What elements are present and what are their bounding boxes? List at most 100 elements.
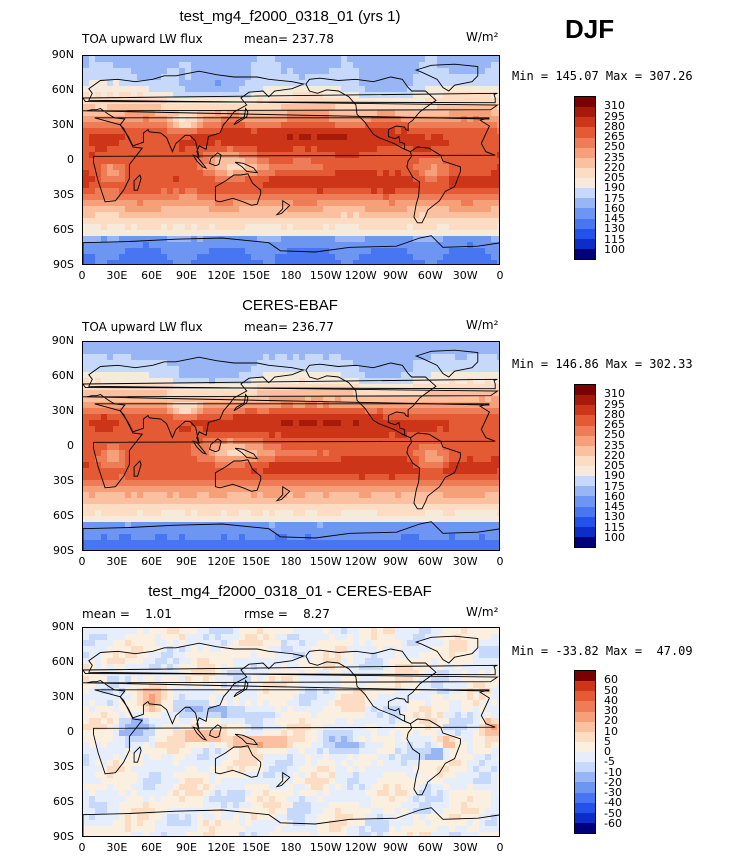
map-cell [137, 492, 144, 499]
map-cell [365, 420, 372, 427]
map-cell [467, 254, 474, 261]
map-cell [101, 540, 108, 547]
map-cell [215, 444, 222, 451]
map-cell [251, 170, 258, 177]
map-cell [389, 522, 396, 529]
map-cell [449, 176, 456, 183]
map-cell [437, 164, 444, 171]
map-cell [359, 200, 366, 207]
map-cell [329, 420, 336, 427]
map-cell [203, 402, 210, 409]
map-cell [125, 206, 132, 213]
map-cell [407, 122, 414, 129]
map-cell [461, 68, 468, 75]
map-cell [437, 68, 444, 75]
map-cell [233, 462, 240, 469]
map-cell [443, 194, 450, 201]
map-cell [245, 366, 252, 373]
map-cell [473, 390, 480, 397]
map-cell [419, 342, 426, 349]
map-cell [329, 462, 336, 469]
map-cell [137, 80, 144, 87]
map-cell [173, 116, 180, 123]
map-cell [497, 534, 499, 541]
map-cell [185, 182, 192, 189]
map-cell [257, 438, 264, 445]
map-cell [497, 510, 499, 517]
map-cell [275, 68, 282, 75]
map-cell [113, 450, 120, 457]
map-cell [251, 248, 258, 255]
map-cell [443, 182, 450, 189]
map-cell [413, 390, 420, 397]
map-cell [83, 372, 90, 379]
map-cell [293, 348, 300, 355]
map-cell [425, 122, 432, 129]
map-cell [359, 86, 366, 93]
map-cell [95, 56, 102, 63]
map-cell [161, 516, 168, 523]
map-cell [419, 218, 426, 225]
map-cell [197, 206, 204, 213]
map-cell [269, 432, 276, 439]
map-cell [95, 74, 102, 81]
map-cell [215, 384, 222, 391]
map-cell [425, 86, 432, 93]
map-cell [125, 140, 132, 147]
map-cell [425, 468, 432, 475]
map-cell [431, 212, 438, 219]
map-cell [119, 462, 126, 469]
map-cell [371, 474, 378, 481]
map-cell [317, 212, 324, 219]
map-cell [431, 182, 438, 189]
map-cell [479, 390, 486, 397]
map-cell [143, 92, 150, 99]
map-cell [467, 450, 474, 457]
map-cell [215, 366, 222, 373]
map-cell [467, 522, 474, 529]
map-cell [473, 468, 480, 475]
map-cell [101, 366, 108, 373]
map-cell [383, 134, 390, 141]
map-cell [335, 540, 342, 547]
map-cell [143, 80, 150, 87]
map-cell [491, 372, 498, 379]
map-cell [347, 206, 354, 213]
map-cell [275, 134, 282, 141]
map-cell [95, 426, 102, 433]
map-cell [407, 390, 414, 397]
map-cell [461, 342, 468, 349]
map-cell [149, 230, 156, 237]
map-cell [125, 56, 132, 63]
map-cell [305, 122, 312, 129]
map-cell [377, 86, 384, 93]
map-cell [131, 540, 138, 547]
map-cell [401, 98, 408, 105]
map-cell [131, 402, 138, 409]
map-cell [473, 426, 480, 433]
map-cell [113, 504, 120, 511]
map-cell [353, 98, 360, 105]
map-cell [227, 378, 234, 385]
map-cell [461, 104, 468, 111]
map-cell [197, 522, 204, 529]
colorbar-swatch [575, 476, 595, 487]
map-cell [215, 164, 222, 171]
map-cell [383, 390, 390, 397]
map-cell [167, 546, 174, 550]
map-cell [137, 128, 144, 135]
map-cell [497, 236, 499, 243]
map-cell [479, 420, 486, 427]
map-cell [227, 164, 234, 171]
map-cell [353, 176, 360, 183]
map-cell [449, 492, 456, 499]
map-cell [323, 254, 330, 261]
map-cell [113, 628, 120, 635]
map-cell [239, 170, 246, 177]
map-cell [311, 480, 318, 487]
map-cell [335, 98, 342, 105]
map-cell [329, 182, 336, 189]
map-cell [293, 74, 300, 81]
map-cell [479, 248, 486, 255]
map-cell [377, 474, 384, 481]
